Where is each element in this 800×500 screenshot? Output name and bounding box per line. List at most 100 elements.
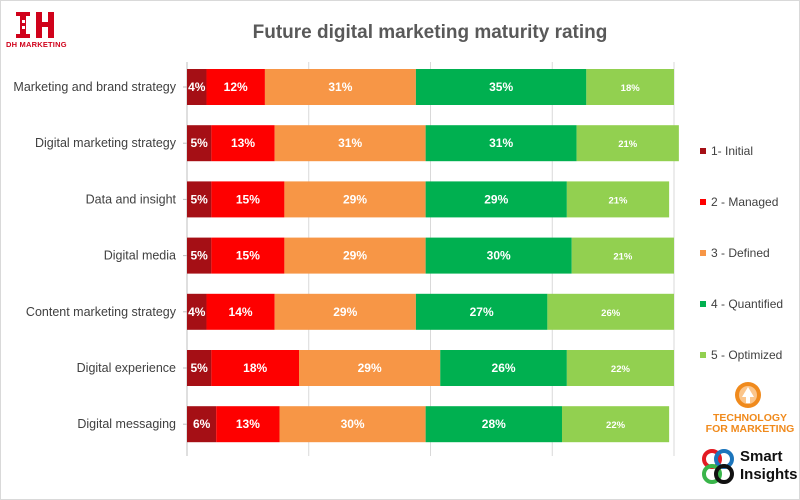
bar-segment-2-managed (211, 181, 285, 218)
bar-segment-4-quantified (425, 181, 567, 218)
data-label: 15% (236, 249, 260, 263)
data-label: 21% (608, 195, 628, 206)
data-label: 31% (338, 136, 362, 150)
bar-segment-3-defined (284, 237, 426, 274)
si-logo-text-line1: Smart (740, 448, 783, 465)
bar-segment-5-optimized (566, 350, 674, 386)
bar-segment-2-managed (211, 125, 275, 162)
data-label: 22% (611, 364, 631, 375)
data-label: 21% (618, 139, 638, 150)
dh-marketing-logo: DH MARKETING (6, 6, 67, 50)
category-label: Digital media (104, 249, 176, 263)
data-label: 29% (358, 361, 382, 375)
legend-swatch (700, 148, 706, 154)
data-label: 18% (243, 361, 267, 375)
bar-segment-4-quantified (425, 406, 562, 443)
data-label: 29% (333, 305, 357, 319)
legend-label: 5 - Optimized (711, 348, 782, 362)
dh-logo-text: DH MARKETING (6, 40, 67, 49)
data-label: 5% (191, 361, 209, 375)
bar-segment-2-managed (216, 406, 280, 443)
data-label: 30% (341, 417, 365, 431)
data-label: 13% (231, 136, 255, 150)
legend-label: 3 - Defined (711, 246, 770, 260)
legend-swatch (700, 301, 706, 307)
bar-segment-5-optimized (571, 237, 674, 274)
data-label: 35% (489, 80, 513, 94)
bar-segment-1-initial (187, 237, 212, 274)
bar-segment-1-initial (187, 350, 212, 386)
data-label: 28% (482, 417, 506, 431)
data-label: 31% (328, 80, 352, 94)
data-label: 18% (621, 83, 641, 94)
data-label: 4% (188, 80, 206, 94)
tfm-logo-text-line2: FOR MARKETING (705, 423, 795, 435)
bar-segment-2-managed (206, 69, 265, 105)
data-label: 31% (489, 136, 513, 150)
data-label: 13% (236, 417, 260, 431)
bar-segment-1-initial (187, 69, 207, 105)
data-label: 30% (487, 249, 511, 263)
bar-segment-3-defined (274, 293, 416, 330)
data-label: 14% (229, 305, 253, 319)
data-label: 22% (606, 420, 626, 431)
category-label: Content marketing strategy (26, 305, 177, 319)
legend-swatch (700, 250, 706, 256)
bar-segment-1-initial (187, 293, 207, 330)
bar-segment-1-initial (187, 125, 212, 162)
category-label: Data and insight (86, 192, 177, 206)
category-label: Digital messaging (77, 417, 176, 431)
rocket-globe-icon (735, 382, 761, 408)
data-label: 27% (470, 305, 494, 319)
category-label: Marketing and brand strategy (13, 80, 176, 94)
legend-label: 1- Initial (711, 144, 753, 158)
bar-segment-3-defined (299, 350, 441, 386)
legend-label: 4 - Quantified (711, 297, 783, 311)
bar-segment-3-defined (264, 69, 416, 105)
data-label: 6% (193, 417, 211, 431)
bar-segment-1-initial (187, 406, 217, 443)
bar-segment-2-managed (206, 293, 275, 330)
category-label: Digital marketing strategy (35, 136, 177, 150)
bar-segment-5-optimized (547, 293, 674, 330)
bar-segment-3-defined (284, 181, 426, 218)
dh-logo-icon (14, 6, 58, 40)
bar-segment-5-optimized (566, 181, 670, 218)
data-label: 26% (601, 308, 621, 319)
tfm-logo-text-line1: TECHNOLOGY (712, 412, 788, 424)
data-label: 29% (484, 192, 508, 206)
bar-segment-5-optimized (586, 69, 674, 105)
category-label: Digital experience (77, 361, 176, 375)
data-label: 5% (191, 136, 209, 150)
bar-segment-5-optimized (576, 125, 679, 162)
smart-insights-icon (702, 449, 734, 484)
bar-segment-3-defined (279, 406, 426, 443)
bar-segment-2-managed (211, 350, 300, 386)
legend-swatch (700, 199, 706, 205)
data-label: 21% (613, 252, 633, 263)
bar-segment-4-quantified (440, 350, 567, 386)
chart-title: Future digital marketing maturity rating (253, 22, 608, 43)
data-label: 29% (343, 192, 367, 206)
bar-segment-4-quantified (415, 293, 548, 330)
bar-segment-4-quantified (425, 125, 577, 162)
technology-for-marketing-logo: TECHNOLOGY FOR MARKETING (700, 380, 800, 436)
data-label: 5% (191, 249, 209, 263)
si-logo-text-line2: Insights (740, 466, 798, 483)
data-label: 5% (191, 192, 209, 206)
data-label: 26% (492, 361, 516, 375)
data-label: 12% (224, 80, 248, 94)
data-label: 15% (236, 192, 260, 206)
legend-label: 2 - Managed (711, 195, 778, 209)
bar-segment-4-quantified (425, 237, 572, 274)
legend-swatch (700, 352, 706, 358)
bar-segment-4-quantified (415, 69, 587, 105)
smart-insights-logo: Smart Insights (700, 444, 800, 494)
bar-segment-5-optimized (561, 406, 670, 443)
data-label: 4% (188, 305, 206, 319)
bar-segment-2-managed (211, 237, 285, 274)
bar-segment-1-initial (187, 181, 212, 218)
data-label: 29% (343, 249, 367, 263)
bar-segment-3-defined (274, 125, 426, 162)
